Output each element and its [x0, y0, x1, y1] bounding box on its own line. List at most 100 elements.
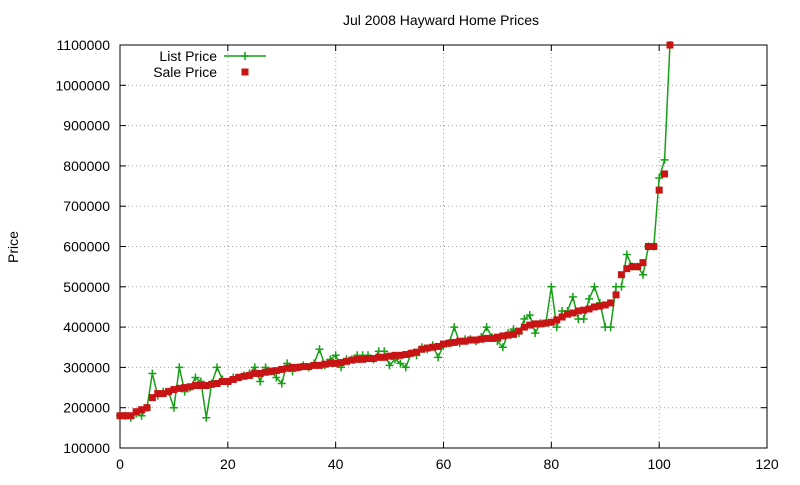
sale-price-point — [418, 345, 426, 353]
sale-price-point — [634, 263, 642, 271]
y-tick-label: 1100000 — [57, 37, 111, 53]
y-tick-label: 100000 — [63, 440, 110, 456]
sale-price-point — [434, 342, 442, 350]
sale-price-point — [165, 388, 173, 396]
y-tick-label: 200000 — [63, 400, 110, 416]
sale-price-point — [332, 359, 340, 367]
sale-price-point — [208, 380, 216, 388]
sale-price-point — [386, 352, 394, 360]
sale-price-point — [580, 306, 588, 314]
grid — [120, 45, 767, 448]
sale-price-point — [655, 186, 663, 194]
sale-price-point — [585, 305, 593, 313]
sale-price-point — [596, 302, 604, 310]
sale-price-point — [369, 355, 377, 363]
x-tick-label: 20 — [220, 456, 236, 472]
sale-price-point — [553, 316, 561, 324]
sale-price-point — [197, 382, 205, 390]
list-price-point — [191, 373, 200, 382]
sale-price-point — [170, 386, 178, 394]
sale-price-point — [547, 318, 555, 326]
sale-price-point — [628, 263, 636, 271]
list-price-point — [482, 323, 491, 332]
list-price-point — [525, 311, 534, 320]
sale-price-point — [305, 363, 313, 371]
y-tick-label: 900000 — [63, 118, 110, 134]
list-price-point — [547, 282, 556, 291]
list-price-point — [617, 282, 626, 291]
sale-price-point — [396, 351, 404, 359]
sale-price-point — [391, 351, 399, 359]
sale-price-point — [186, 383, 194, 391]
sale-price-point — [407, 349, 415, 357]
sale-price-point — [116, 412, 124, 420]
sale-price-point — [267, 367, 275, 375]
legend-marker-list-price — [241, 52, 249, 60]
sale-price-point — [272, 367, 280, 375]
sale-price-point — [143, 404, 151, 412]
sale-price-point — [202, 382, 210, 390]
sale-price-point — [154, 390, 162, 398]
sale-price-point — [278, 365, 286, 373]
sale-price-point — [364, 355, 372, 363]
y-tick-label: 800000 — [63, 158, 110, 174]
sale-price-point — [262, 368, 270, 376]
list-price-point — [385, 361, 394, 370]
sale-price-point — [326, 359, 334, 367]
sale-price-point — [590, 303, 598, 311]
list-price-point — [272, 373, 281, 382]
sale-price-point — [472, 336, 480, 344]
sale-price-point — [289, 363, 297, 371]
sale-price-point — [483, 334, 491, 342]
sale-price-point — [283, 364, 291, 372]
sale-price-point — [337, 359, 345, 367]
sale-price-point — [191, 382, 199, 390]
sale-price-point — [569, 309, 577, 317]
legend-label-sale-price: Sale Price — [153, 64, 217, 80]
sale-price-point — [515, 327, 523, 335]
sale-price-point — [251, 369, 259, 377]
sale-price-point — [121, 412, 129, 420]
sale-price-point — [413, 348, 421, 356]
y-tick-label: 300000 — [63, 359, 110, 375]
list-price-point — [552, 323, 561, 332]
sale-price-point — [493, 333, 501, 341]
sale-price-point — [639, 259, 647, 267]
sale-price-point — [650, 243, 658, 250]
sale-price-point — [348, 356, 356, 364]
list-price-point — [213, 363, 222, 372]
sale-price-point — [510, 330, 518, 338]
sale-price-point — [537, 320, 545, 328]
list-price-point — [175, 363, 184, 372]
sale-price-point — [477, 335, 485, 343]
sale-price-point — [380, 353, 388, 361]
sale-price-point — [310, 361, 318, 369]
sale-price-point — [526, 321, 534, 329]
sale-price-point — [218, 378, 226, 386]
sale-price-point — [240, 372, 248, 380]
sale-price-point — [138, 406, 146, 414]
sale-price-point — [504, 331, 512, 339]
sale-price-point — [175, 384, 183, 392]
list-price-point — [169, 403, 178, 412]
list-price-point — [256, 377, 265, 386]
list-price-point — [655, 173, 664, 182]
sale-price-point — [342, 357, 350, 365]
sale-price-point — [321, 360, 329, 368]
sale-price-point — [256, 369, 264, 377]
list-price-point — [638, 270, 647, 279]
sale-price-point — [617, 271, 625, 279]
legend: List Price Sale Price — [153, 48, 266, 80]
sale-price-point — [224, 378, 232, 386]
x-tick-label: 0 — [116, 456, 124, 472]
sale-price-point — [666, 41, 674, 49]
sale-price-point — [445, 339, 453, 347]
y-tick-label: 600000 — [63, 239, 110, 255]
sale-price-point — [213, 380, 221, 388]
sale-price-point — [315, 361, 323, 369]
sale-price-point — [661, 170, 669, 178]
sale-price-point — [402, 351, 410, 359]
y-tick-label: 700000 — [63, 198, 110, 214]
sale-price-point — [294, 363, 302, 371]
